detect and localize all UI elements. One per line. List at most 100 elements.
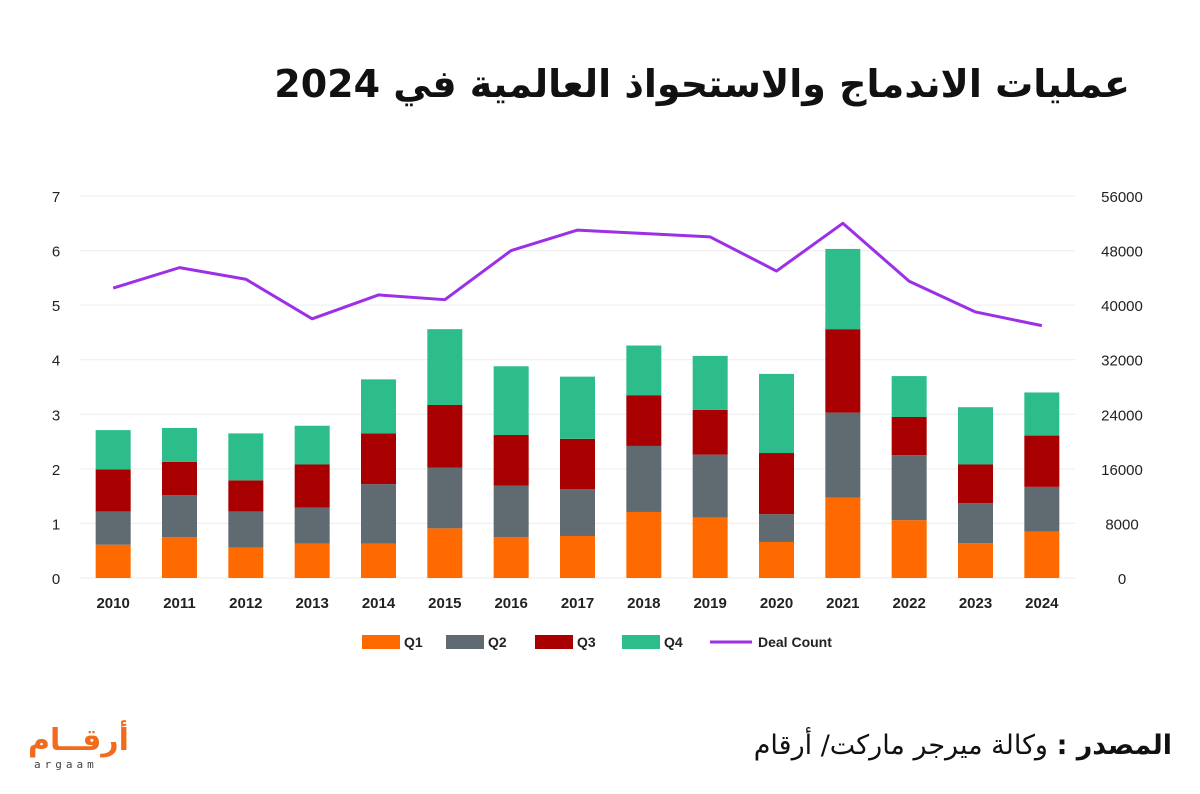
deal-count-polyline: [112, 221, 1043, 328]
y-left-tick-label: 4: [52, 353, 60, 370]
logo-latin: argaam: [34, 758, 98, 771]
bar-segment-q2-2020: [759, 514, 794, 542]
bar-segment-q2-2023: [958, 503, 993, 544]
bar-segment-q3-2012: [228, 480, 264, 512]
bar-segment-q3-2024: [1024, 435, 1060, 487]
bar-segment-q3-2016: [493, 435, 529, 486]
bar-segment-q4-2010: [95, 430, 131, 470]
bar-segment-q3-2013: [294, 464, 330, 508]
x-tick-label: 2021: [826, 595, 859, 612]
bar-segment-q4-2021: [825, 248, 861, 330]
y-right-tick-label: 24000: [1101, 407, 1143, 424]
x-tick-label: 2014: [362, 595, 396, 612]
bar-segment-q1-2022: [891, 520, 927, 578]
bar-segment-q4-2024: [1024, 392, 1060, 436]
y-left-tick-label: 0: [52, 571, 60, 588]
bar-segment-q3-2020: [759, 453, 794, 515]
bar-segment-q1-2018: [626, 511, 662, 578]
x-tick-label: 2012: [229, 595, 262, 612]
bar-segment-q2-2017: [560, 489, 595, 536]
bar-segment-q4-2019: [692, 355, 728, 410]
legend-swatch-q3: [535, 635, 573, 649]
bar-segment-q3-2019: [692, 409, 728, 455]
y-right-tick-label: 40000: [1101, 298, 1143, 315]
bar-segment-q2-2015: [427, 467, 463, 529]
x-tick-label: 2022: [892, 595, 925, 612]
x-tick-label: 2013: [295, 595, 328, 612]
bar-segment-q2-2022: [891, 455, 927, 521]
bar-segment-q4-2013: [294, 425, 330, 465]
x-tick-label: 2023: [959, 595, 992, 612]
x-tick-label: 2024: [1025, 595, 1059, 612]
y-right-tick-label: 32000: [1101, 353, 1143, 370]
legend-swatch-q1: [362, 635, 400, 649]
y-right-tick-label: 0: [1118, 571, 1126, 588]
axes: 0 1 2 3 4 5 6 7 0 8000 16000 24000 32000 40000 48000 56…: [52, 189, 1143, 612]
bar-segment-q1-2014: [361, 543, 396, 578]
x-tick-label: 2011: [163, 595, 196, 612]
bar-segment-q1-2017: [560, 535, 595, 578]
bar-segment-q3-2022: [891, 417, 927, 456]
bar-segment-q3-2023: [958, 464, 993, 504]
y-left-tick-label: 1: [52, 516, 60, 533]
bar-segment-q3-2010: [95, 469, 131, 512]
bar-segment-q4-2015: [427, 329, 463, 406]
bar-segment-q2-2011: [162, 495, 197, 538]
legend-label-q1: Q1: [404, 634, 423, 650]
bar-segment-q2-2014: [361, 484, 396, 544]
legend-label-deal-count: Deal Count: [758, 634, 832, 650]
bar-segment-q2-2016: [493, 485, 529, 538]
bar-segment-q1-2015: [427, 528, 463, 578]
y-right-tick-label: 8000: [1105, 516, 1138, 533]
legend: Q1 Q2 Q3 Q4 Deal Count: [362, 634, 832, 650]
x-tick-label: 2020: [760, 595, 793, 612]
y-right-tick-label: 16000: [1101, 462, 1143, 479]
y-left-tick-label: 5: [52, 298, 60, 315]
bar-segment-q1-2020: [759, 541, 794, 578]
bar-segment-q4-2011: [162, 427, 197, 462]
deal-count-line: [112, 221, 1043, 328]
bar-segment-q1-2011: [162, 537, 197, 578]
legend-swatch-q2: [446, 635, 484, 649]
bar-segment-q2-2021: [825, 412, 861, 498]
bar-segment-q2-2013: [294, 507, 330, 544]
bar-segment-q3-2011: [162, 461, 197, 496]
x-tick-label: 2015: [428, 595, 461, 612]
bar-segment-q4-2016: [493, 366, 529, 436]
bar-segment-q2-2019: [692, 454, 728, 518]
bar-segment-q3-2017: [560, 438, 595, 490]
x-tick-label: 2010: [96, 595, 129, 612]
bar-segment-q4-2014: [361, 379, 396, 434]
y-left-tick-label: 2: [52, 462, 60, 479]
bar-segment-q4-2017: [560, 376, 595, 439]
logo-arabic: أرقــام: [28, 723, 129, 758]
source-note: المصدر : وكالة ميرجر ماركت/ أرقام: [754, 730, 1172, 761]
bar-segment-q1-2023: [958, 543, 993, 578]
bar-segment-q1-2021: [825, 497, 861, 578]
bar-segment-q1-2019: [692, 517, 728, 578]
y-left-tick-label: 3: [52, 407, 60, 424]
legend-swatch-q4: [622, 635, 660, 649]
bar-segment-q1-2016: [493, 537, 529, 578]
argaam-logo: أرقــام argaam: [28, 724, 138, 776]
bar-segment-q1-2012: [228, 547, 264, 578]
x-tick-label: 2019: [693, 595, 726, 612]
bar-segment-q2-2024: [1024, 486, 1060, 532]
bars: [95, 248, 1060, 578]
bar-segment-q3-2021: [825, 329, 861, 413]
bar-segment-q1-2013: [294, 543, 330, 578]
bar-segment-q4-2022: [891, 376, 927, 418]
legend-label-q4: Q4: [664, 634, 683, 650]
legend-label-q2: Q2: [488, 634, 507, 650]
y-right-tick-label: 48000: [1101, 244, 1143, 261]
bar-segment-q4-2012: [228, 433, 264, 481]
source-text: وكالة ميرجر ماركت/ أرقام: [753, 730, 1048, 761]
chart-title: عمليات الاندماج والاستحواذ العالمية في 2…: [274, 62, 1130, 106]
bar-segment-q2-2010: [95, 511, 131, 545]
legend-label-q3: Q3: [577, 634, 596, 650]
source-label: المصدر :: [1056, 730, 1172, 761]
x-tick-label: 2016: [494, 595, 527, 612]
bar-segment-q2-2018: [626, 445, 662, 512]
y-left-tick-label: 7: [52, 189, 60, 206]
